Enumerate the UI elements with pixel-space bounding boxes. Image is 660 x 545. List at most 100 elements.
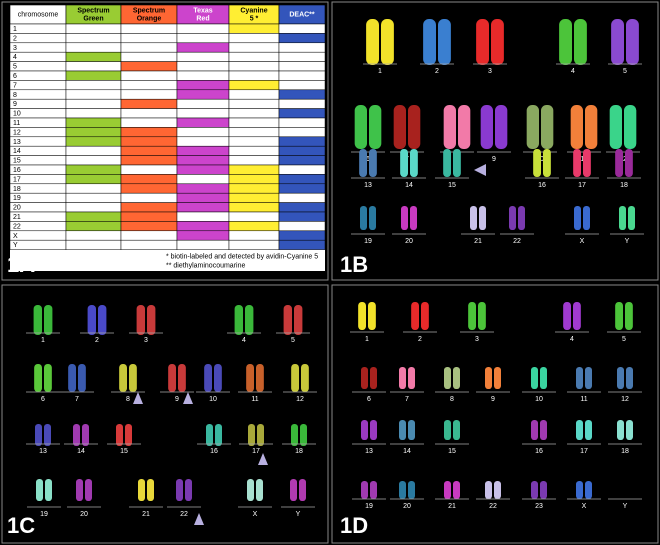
chromosome bbox=[540, 367, 547, 389]
probe-cell bbox=[278, 211, 326, 222]
chromosome-label: 22 bbox=[513, 238, 521, 245]
chromosome bbox=[206, 424, 213, 446]
chromosome bbox=[45, 479, 52, 501]
probe-cell bbox=[228, 117, 280, 128]
chromosome-label: 15 bbox=[448, 448, 456, 455]
chromosome bbox=[78, 364, 86, 392]
probe-cell bbox=[65, 33, 122, 44]
arrowhead bbox=[183, 392, 193, 404]
probe-cell bbox=[228, 89, 280, 100]
header-label: Spectrum Green bbox=[77, 7, 109, 22]
row-label: 14 bbox=[13, 148, 21, 155]
probe-cell bbox=[65, 183, 122, 194]
chromosome bbox=[370, 420, 377, 440]
chromosome bbox=[370, 367, 377, 389]
chromosome bbox=[518, 206, 525, 230]
chromosome bbox=[300, 424, 307, 446]
chromosome-label: 12 bbox=[619, 156, 627, 163]
probe-cell bbox=[228, 183, 280, 194]
row-label: X bbox=[13, 233, 18, 240]
panel-label: 1C bbox=[7, 513, 35, 538]
probe-cell bbox=[278, 42, 326, 53]
probe-cell bbox=[120, 192, 178, 203]
probe-cell bbox=[228, 70, 280, 81]
probe-cell bbox=[278, 230, 326, 241]
probe-cell bbox=[65, 202, 122, 213]
chromosome bbox=[361, 481, 368, 499]
chromosome bbox=[34, 364, 42, 392]
chromosome bbox=[234, 305, 243, 335]
chromosome-label: 4 bbox=[571, 68, 575, 75]
chromosome bbox=[87, 305, 96, 335]
chromosome-label: 2 bbox=[95, 337, 99, 344]
chromosome bbox=[438, 19, 451, 65]
chromosome-label: 13 bbox=[39, 448, 47, 455]
probe-cell bbox=[278, 183, 326, 194]
chromosome bbox=[214, 364, 222, 392]
chromosome bbox=[291, 424, 298, 446]
chromosome bbox=[541, 105, 554, 149]
chromosome bbox=[176, 479, 183, 501]
probe-cell bbox=[176, 174, 230, 185]
chromosome bbox=[576, 420, 583, 440]
chromosome bbox=[358, 302, 366, 330]
chromosome bbox=[257, 424, 264, 446]
row-label-cell bbox=[9, 230, 67, 241]
probe-cell bbox=[228, 174, 280, 185]
row-label: 21 bbox=[13, 214, 21, 221]
chromosome bbox=[73, 424, 80, 446]
chromosome bbox=[410, 149, 418, 177]
header-label: Cyanine 5 * bbox=[240, 7, 267, 22]
chromosome-label: 2 bbox=[418, 336, 422, 343]
probe-cell bbox=[65, 89, 122, 100]
chromosome bbox=[494, 367, 501, 389]
chromosome bbox=[509, 206, 516, 230]
probe-cell bbox=[120, 145, 178, 156]
chromosome bbox=[443, 149, 451, 177]
chromosome bbox=[408, 420, 415, 440]
probe-cell bbox=[65, 117, 122, 128]
chromosome-label: 14 bbox=[77, 448, 85, 455]
chromosome-label: 17 bbox=[252, 448, 260, 455]
probe-cell bbox=[120, 108, 178, 119]
chromosome-label: Y bbox=[296, 511, 301, 518]
probe-cell bbox=[278, 117, 326, 128]
probe-cell bbox=[228, 42, 280, 53]
chromosome-label: 18 bbox=[621, 448, 629, 455]
chromosome bbox=[585, 367, 592, 389]
probe-cell bbox=[65, 70, 122, 81]
chromosome-label: 19 bbox=[365, 503, 373, 510]
row-label: 20 bbox=[13, 205, 21, 212]
chromosome bbox=[611, 19, 624, 65]
probe-cell bbox=[120, 164, 178, 175]
chromosome-label: 23 bbox=[535, 503, 543, 510]
probe-cell bbox=[228, 155, 280, 166]
chromosome-label: 16 bbox=[535, 448, 543, 455]
chromosome bbox=[247, 479, 254, 501]
chromosome-label: 12 bbox=[621, 396, 629, 403]
chromosome bbox=[399, 481, 406, 499]
probe-cell bbox=[228, 51, 280, 62]
chromosome bbox=[408, 367, 415, 389]
chromosome-label: 16 bbox=[210, 448, 218, 455]
chromosome bbox=[423, 19, 436, 65]
probe-cell bbox=[278, 51, 326, 62]
chromosome bbox=[468, 302, 476, 330]
chromosome-label: 8 bbox=[126, 396, 130, 403]
panel-label: 1B bbox=[340, 252, 368, 277]
chromosome bbox=[574, 206, 581, 230]
chromosome-label: 5 bbox=[623, 68, 627, 75]
row-label: 9 bbox=[13, 101, 17, 108]
chromosome bbox=[609, 105, 622, 149]
probe-cell bbox=[120, 89, 178, 100]
probe-cell bbox=[176, 211, 230, 222]
panel-border bbox=[331, 1, 659, 281]
probe-cell bbox=[278, 98, 326, 109]
probe-cell bbox=[65, 61, 122, 72]
chromosome bbox=[408, 481, 415, 499]
chromosome bbox=[628, 206, 635, 230]
chromosome bbox=[370, 481, 377, 499]
chromosome bbox=[626, 420, 633, 440]
probe-cell bbox=[278, 192, 326, 203]
